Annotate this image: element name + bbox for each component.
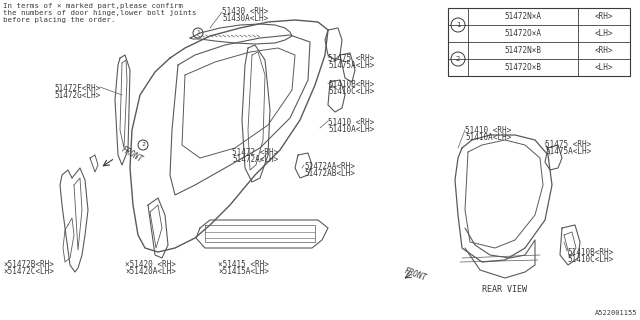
Text: 51410C<LH>: 51410C<LH> [328,87,374,96]
Text: <RH>: <RH> [595,46,613,55]
Text: 51475 <RH>: 51475 <RH> [545,140,591,149]
Text: 51410B<RH>: 51410B<RH> [567,248,613,257]
Text: 51472N×A: 51472N×A [504,12,541,21]
Text: 51472G<LH>: 51472G<LH> [54,91,100,100]
Text: 51472AA<RH>: 51472AA<RH> [304,162,355,171]
Text: 51410A<LH>: 51410A<LH> [328,125,374,134]
Text: In terms of × marked part,please confirm
the numbers of door hinge,lower bolt jo: In terms of × marked part,please confirm… [3,3,196,23]
Bar [448,8,630,76]
Text: FRONT: FRONT [403,267,428,283]
Text: 51472AB<LH>: 51472AB<LH> [304,169,355,178]
Text: ×51415A<LH>: ×51415A<LH> [218,267,269,276]
Text: <LH>: <LH> [595,29,613,38]
Text: 51410 <RH>: 51410 <RH> [465,126,511,135]
Text: 51410B<RH>: 51410B<RH> [328,80,374,89]
Text: 51472O×B: 51472O×B [504,63,541,72]
Text: 51472 <RH>: 51472 <RH> [232,148,278,157]
Text: <RH>: <RH> [595,12,613,21]
Text: A522001155: A522001155 [595,310,637,316]
Text: 1: 1 [456,22,460,28]
Text: 51475A<LH>: 51475A<LH> [545,147,591,156]
Text: 1: 1 [196,30,200,36]
Text: 51410 <RH>: 51410 <RH> [328,118,374,127]
Text: 51472A<LH>: 51472A<LH> [232,155,278,164]
Text: 51410C<LH>: 51410C<LH> [567,255,613,264]
Text: <LH>: <LH> [595,63,613,72]
Text: ×51420A<LH>: ×51420A<LH> [125,267,176,276]
Text: ×51420 <RH>: ×51420 <RH> [125,260,176,269]
Text: ×51415 <RH>: ×51415 <RH> [218,260,269,269]
Text: 51472F<RH>: 51472F<RH> [54,84,100,93]
Text: 51410A<LH>: 51410A<LH> [465,133,511,142]
Text: 51472O×A: 51472O×A [504,29,541,38]
Text: 51430A<LH>: 51430A<LH> [222,14,268,23]
Text: ×51472C<LH>: ×51472C<LH> [3,267,54,276]
Text: 51475A<LH>: 51475A<LH> [328,61,374,70]
Text: 51475 <RH>: 51475 <RH> [328,54,374,63]
Text: FRONT: FRONT [120,145,145,165]
Text: ×51472B<RH>: ×51472B<RH> [3,260,54,269]
Text: 2: 2 [141,142,145,148]
Text: 2: 2 [456,56,460,62]
Text: 51472N×B: 51472N×B [504,46,541,55]
Text: 51430 <RH>: 51430 <RH> [222,7,268,16]
Text: REAR VIEW: REAR VIEW [483,285,527,294]
